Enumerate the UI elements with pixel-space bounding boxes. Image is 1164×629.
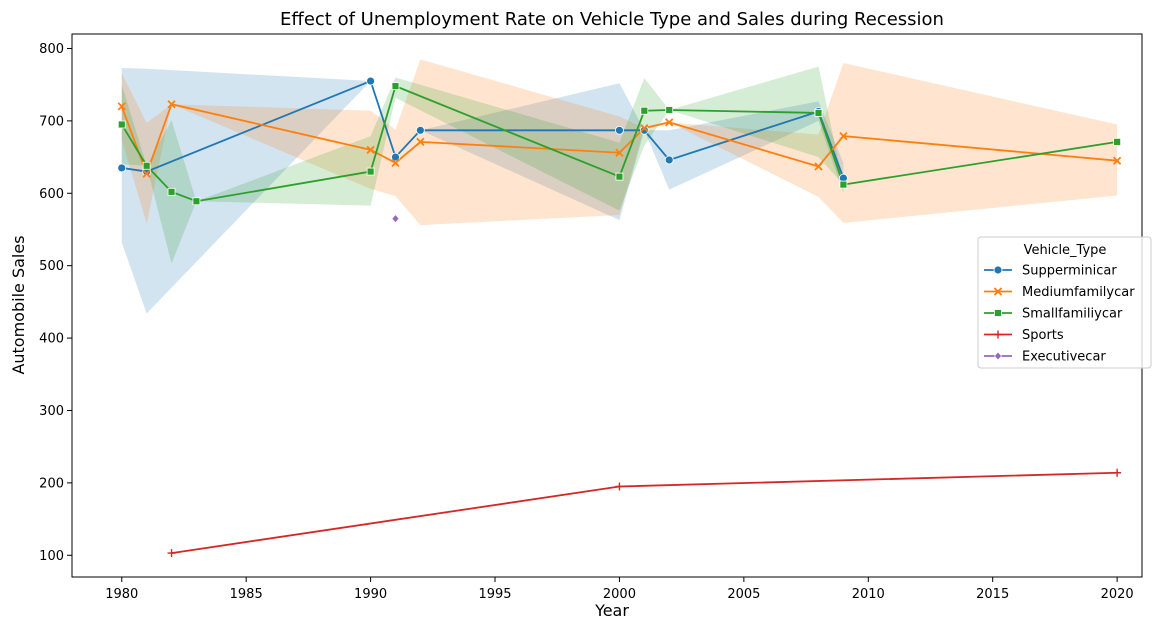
data-point-mediumfamilycar: [117, 102, 126, 111]
y-axis: 100 200 300 400 500 600 700 800: [39, 42, 72, 564]
legend: Vehicle_Type Supperminicar Mediumfamilyca…: [977, 236, 1152, 369]
data-point-smallfamiliycar: [1113, 137, 1122, 146]
data-point-sports: [1113, 468, 1122, 477]
data-point-mediumfamilycar: [142, 169, 151, 178]
data-point-mediumfamilycar: [839, 131, 848, 141]
y-tick-label: 800: [39, 42, 64, 57]
x-tick-label: 1990: [354, 587, 387, 602]
data-point-legend-executivecar: [994, 351, 1002, 361]
data-point-mediumfamilycar: [167, 100, 176, 109]
legend-item-executivecar: Executivecar: [984, 350, 1106, 365]
line-smallfamiliycar: [120, 84, 1118, 203]
band-supperminicar: [121, 68, 844, 314]
data-point-smallfamiliycar: [167, 187, 176, 196]
data-point-smallfamiliycar: [665, 106, 674, 114]
legend-box: [977, 236, 1152, 369]
data-point-supperminicar: [366, 76, 376, 86]
data-point-legend-supperminicar: [993, 265, 1003, 275]
data-point-sports: [615, 482, 624, 491]
data-point-mediumfamilycar: [1112, 156, 1122, 165]
legend-label: Supperminicar: [1022, 264, 1117, 279]
x-tick-label: 2005: [727, 587, 760, 602]
data-point-smallfamiliycar: [640, 106, 649, 115]
band-mediumfamilycar: [121, 59, 1118, 226]
y-tick-label: 300: [39, 404, 64, 419]
line-mediumfamilycar: [120, 103, 1118, 177]
legend-label: Smallfamiliycar: [1022, 307, 1123, 322]
data-point-legend-mediumfamilycar: [993, 287, 1003, 296]
legend-item-mediumfamilycar: Mediumfamilycar: [984, 285, 1135, 300]
y-axis-title: Automobile Sales: [9, 235, 28, 374]
data-point-executivecar: [391, 214, 400, 224]
legend-items: Supperminicar Mediumfamilycar Smallfamiliy…: [984, 264, 1135, 365]
data-point-smallfamiliycar: [814, 109, 823, 117]
line-supperminicar: [121, 79, 845, 179]
band-smallfamiliycar: [121, 66, 1118, 264]
legend-label: Sports: [1022, 328, 1064, 343]
y-tick-label: 700: [39, 114, 64, 129]
data-point-supperminicar: [664, 155, 674, 165]
legend-label: Executivecar: [1022, 350, 1106, 365]
x-tick-label: 2000: [603, 587, 636, 602]
x-tick-label: 1985: [230, 587, 263, 602]
data-point-mediumfamilycar: [665, 118, 674, 127]
data-point-smallfamiliycar: [391, 82, 400, 91]
legend-item-smallfamiliycar: Smallfamiliycar: [984, 307, 1123, 322]
y-tick-label: 400: [39, 332, 64, 347]
legend-item-supperminicar: Supperminicar: [984, 264, 1117, 279]
data-point-supperminicar: [415, 125, 425, 135]
data-point-legend-sports: [994, 330, 1002, 339]
data-point-mediumfamilycar: [416, 137, 425, 147]
legend-item-sports: Sports: [984, 328, 1064, 343]
confidence-bands: [121, 59, 1118, 314]
data-point-supperminicar: [639, 125, 649, 135]
data-point-legend-smallfamiliycar: [994, 309, 1002, 317]
y-tick-label: 500: [39, 259, 64, 274]
data-point-smallfamiliycar: [366, 167, 375, 176]
data-point-mediumfamilycar: [615, 148, 624, 157]
data-point-smallfamiliycar: [192, 197, 201, 206]
data-point-mediumfamilycar: [391, 158, 400, 168]
data-point-smallfamiliycar: [839, 180, 848, 189]
series-markers: [117, 76, 1122, 558]
data-point-smallfamiliycar: [142, 161, 151, 170]
x-tick-label: 1995: [478, 587, 511, 602]
data-point-mediumfamilycar: [640, 123, 649, 133]
x-tick-label: 2020: [1101, 587, 1134, 602]
data-point-mediumfamilycar: [366, 145, 375, 154]
x-tick-label: 1980: [105, 587, 138, 602]
legend-label: Mediumfamilycar: [1022, 285, 1135, 300]
chart-title: Effect of Unemployment Rate on Vehicle T…: [280, 9, 944, 30]
line-sports: [171, 471, 1118, 554]
y-tick-label: 200: [39, 476, 64, 491]
y-tick-label: 600: [39, 187, 64, 202]
data-point-supperminicar: [615, 125, 624, 135]
x-axis: 1980 1985 1990 1995 2000 2005 2010 2015 2020: [105, 577, 1134, 602]
data-point-smallfamiliycar: [117, 120, 126, 129]
data-point-mediumfamilycar: [814, 162, 823, 171]
x-tick-label: 2010: [852, 587, 885, 602]
data-point-smallfamiliycar: [615, 172, 624, 181]
data-point-sports: [167, 549, 176, 558]
y-tick-label: 100: [39, 549, 64, 564]
data-point-supperminicar: [391, 152, 400, 162]
data-point-supperminicar: [117, 163, 127, 173]
legend-title: Vehicle_Type: [1024, 243, 1107, 258]
x-tick-label: 2015: [976, 587, 1009, 602]
x-axis-title: Year: [594, 601, 629, 620]
